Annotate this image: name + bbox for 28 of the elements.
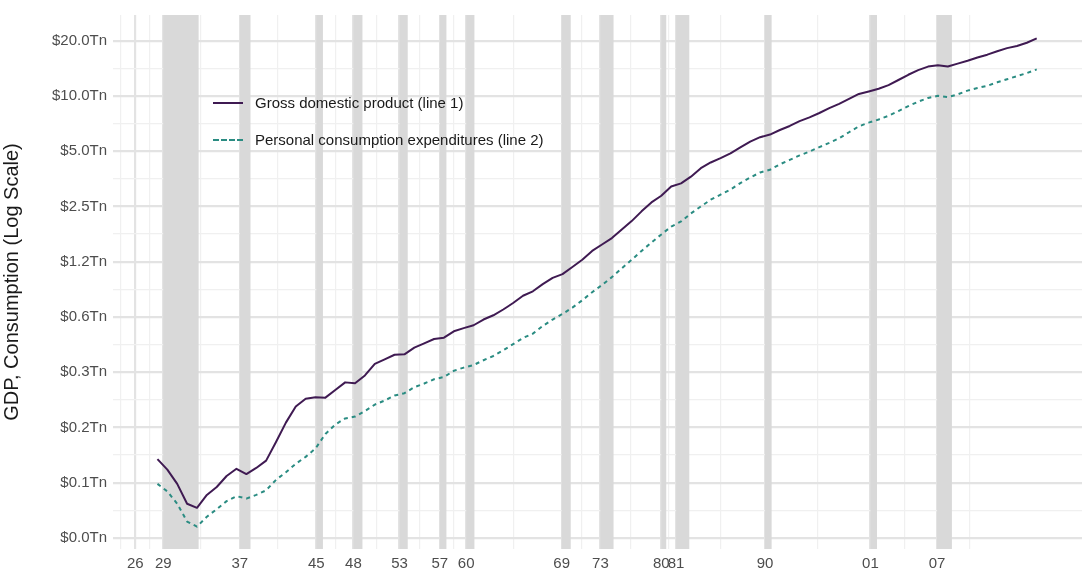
x-tick-label: 53: [391, 554, 408, 572]
legend-label: Personal consumption expenditures (line 2): [255, 131, 544, 148]
x-tick-label: 69: [553, 554, 571, 572]
x-tick-label: 60: [457, 554, 475, 572]
x-tick-label: 48: [345, 554, 362, 572]
y-tick-label: $0.6Tn: [60, 307, 107, 325]
x-tick-label: 26: [126, 554, 144, 572]
y-axis-title: GDP, Consumption (Log Scale): [0, 143, 22, 421]
y-tick-label: $20.0Tn: [51, 30, 107, 48]
x-tick-label: 45: [308, 554, 325, 572]
y-tick-label: $0.3Tn: [60, 362, 107, 380]
y-tick-label: $5.0Tn: [60, 141, 107, 159]
y-tick-label: $10.0Tn: [51, 86, 107, 104]
x-tick-label: 37: [231, 554, 249, 572]
x-tick-label: 57: [431, 554, 449, 572]
x-tick-label: 81: [667, 554, 685, 572]
y-tick-label: $1.2Tn: [60, 251, 107, 269]
y-tick-label: $0.1Tn: [60, 472, 107, 490]
y-tick-label: $2.5Tn: [60, 196, 107, 214]
x-tick-label: 07: [928, 554, 946, 572]
y-tick-label: $0.0Tn: [60, 528, 107, 546]
x-tick-label: 90: [756, 554, 774, 572]
x-tick-label: 01: [862, 554, 879, 572]
x-tick-label: 29: [154, 554, 172, 572]
x-tick-label: 80: [652, 554, 670, 572]
x-tick-label: 73: [592, 554, 609, 572]
y-tick-label: $0.2Tn: [60, 417, 107, 435]
legend-label: Gross domestic product (line 1): [255, 94, 464, 111]
